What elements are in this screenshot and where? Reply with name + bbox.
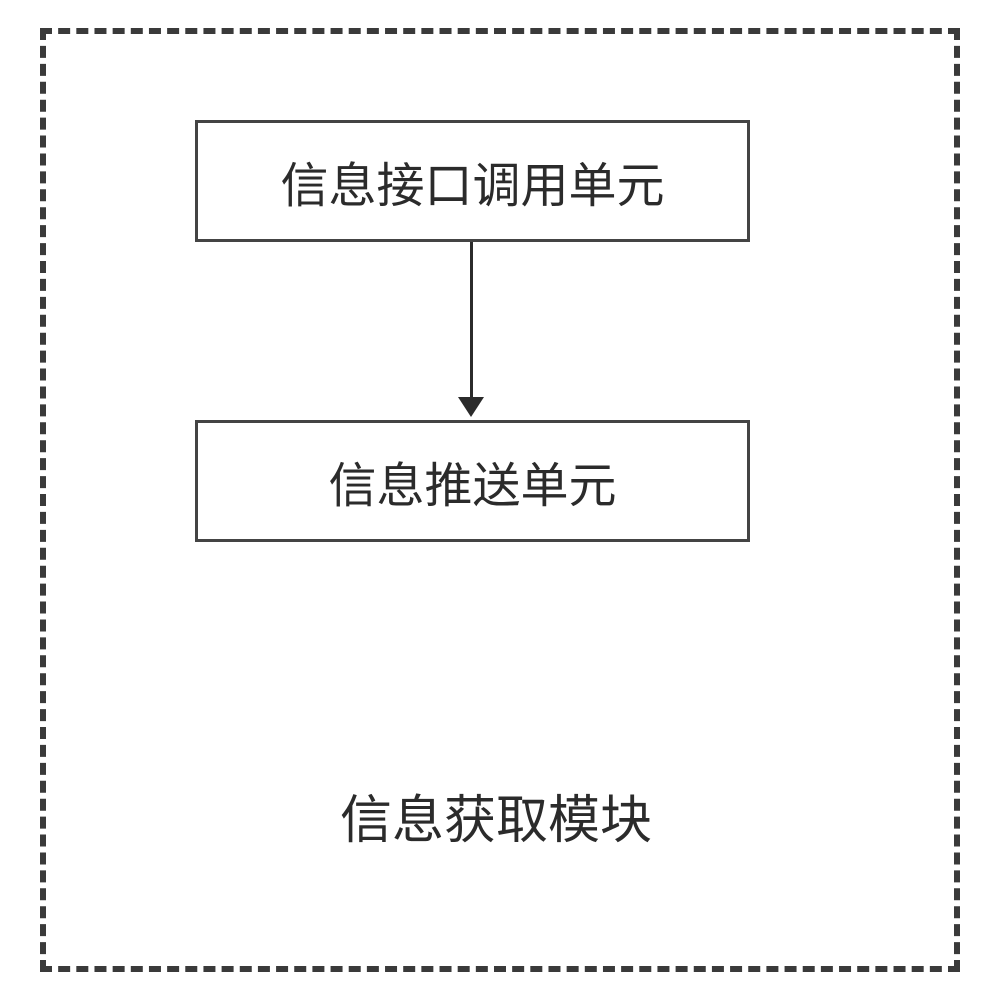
node-push-unit: 信息推送单元 <box>195 420 750 542</box>
edge-arrowhead-icon <box>458 397 484 417</box>
module-title: 信息获取模块 <box>340 778 652 853</box>
edge-line <box>470 242 473 405</box>
node-interface-call-unit: 信息接口调用单元 <box>195 120 750 242</box>
node-push-label: 信息推送单元 <box>328 446 616 516</box>
node-interface-call-label: 信息接口调用单元 <box>280 146 664 216</box>
